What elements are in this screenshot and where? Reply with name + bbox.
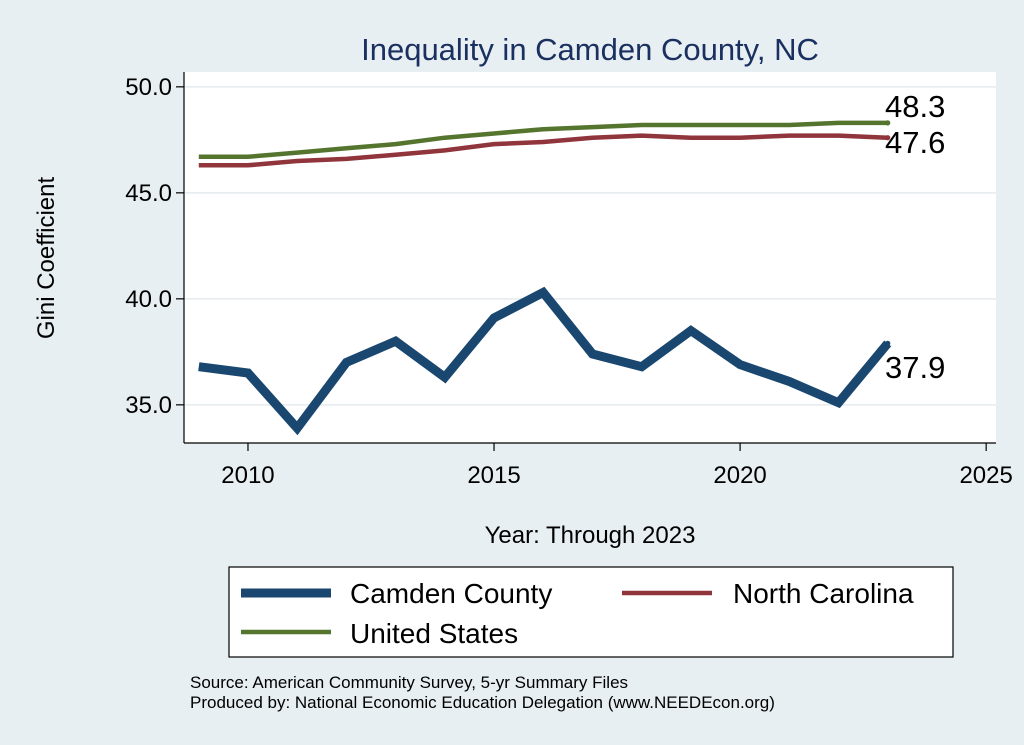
legend-label-united-states: United States: [350, 618, 518, 649]
end-marker-united-states: [885, 120, 891, 126]
y-tick-label-45: 45.0: [125, 180, 172, 207]
series-line-north-carolina: [198, 133, 888, 168]
x-tick-label-2015: 2015: [467, 462, 520, 489]
legend-label-camden-county: Camden County: [350, 578, 552, 609]
x-tick-label-2020: 2020: [713, 462, 766, 489]
y-tick-label-40: 40.0: [125, 286, 172, 313]
source-note: Source: American Community Survey, 5-yr …: [190, 673, 628, 692]
end-marker-camden-county: [885, 340, 891, 346]
produced-note: Produced by: National Economic Education…: [190, 693, 775, 712]
legend-label-north-carolina: North Carolina: [733, 578, 914, 609]
legend: Camden County North Carolina United Stat…: [228, 566, 954, 658]
y-tick-label-35: 35.0: [125, 392, 172, 419]
end-label-camden-county: 37.9: [885, 350, 945, 385]
end-marker-north-carolina: [885, 135, 891, 141]
series-line-camden-county: [198, 286, 892, 436]
x-axis-title: Year: Through 2023: [485, 522, 696, 549]
series-line-united-states: [198, 120, 888, 160]
y-axis-title: Gini Coefficient: [33, 177, 60, 340]
y-tick-label-50: 50.0: [125, 74, 172, 101]
series-layer: [198, 120, 892, 436]
chart-title: Inequality in Camden County, NC: [361, 32, 819, 67]
axis-layer: [176, 72, 996, 451]
x-tick-label-2010: 2010: [221, 462, 274, 489]
legend-box: [228, 566, 954, 658]
end-label-united-states: 48.3: [885, 89, 945, 124]
end-label-north-carolina: 47.6: [885, 125, 945, 160]
x-tick-label-2025: 2025: [959, 462, 1012, 489]
